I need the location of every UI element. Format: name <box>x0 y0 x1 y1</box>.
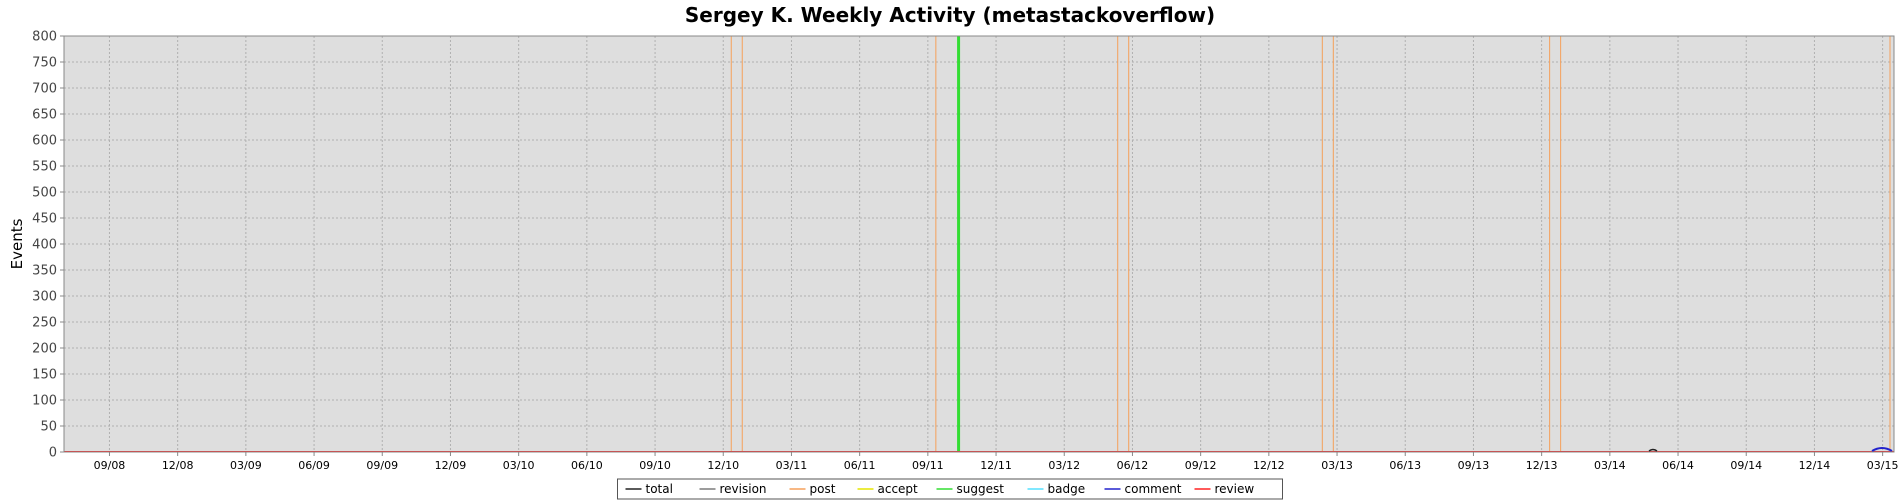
x-tick-label: 12/12 <box>1253 459 1285 472</box>
x-tick-label: 03/09 <box>230 459 262 472</box>
y-tick-label: 150 <box>32 368 57 383</box>
x-tick-label: 06/10 <box>571 459 603 472</box>
legend-label-review: review <box>1215 482 1255 496</box>
plot-area <box>64 36 1894 452</box>
x-tick-label: 03/11 <box>776 459 808 472</box>
x-tick-label: 06/14 <box>1662 459 1694 472</box>
y-tick-label: 100 <box>32 394 57 409</box>
y-tick-label: 250 <box>32 316 57 331</box>
legend-label-accept: accept <box>878 482 919 496</box>
x-tick-label: 09/11 <box>912 459 944 472</box>
chart-title: Sergey K. Weekly Activity (metastackover… <box>685 3 1215 27</box>
series-markers <box>730 36 1891 452</box>
legend-label-total: total <box>646 482 673 496</box>
x-tick-label: 09/12 <box>1185 459 1217 472</box>
y-tick-label: 500 <box>32 186 57 201</box>
y-axis-label: Events <box>8 218 26 269</box>
y-tick-label: 750 <box>32 56 57 71</box>
legend-label-post: post <box>810 482 836 496</box>
x-tick-label: 06/11 <box>844 459 876 472</box>
x-tick-label: 09/13 <box>1458 459 1490 472</box>
x-tick-label: 12/09 <box>435 459 467 472</box>
legend-label-revision: revision <box>720 482 767 496</box>
x-tick-label: 03/13 <box>1321 459 1353 472</box>
y-tick-label: 200 <box>32 342 57 357</box>
x-tick-label: 03/10 <box>503 459 535 472</box>
y-tick-label: 700 <box>32 82 57 97</box>
x-tick-label: 12/10 <box>707 459 739 472</box>
x-axis-ticks: 09/08 12/08 03/09 06/09 09/09 12/09 03/10 06/10… <box>94 452 1899 472</box>
legend-label-badge: badge <box>1048 482 1086 496</box>
x-tick-label: 03/12 <box>1048 459 1080 472</box>
y-axis-ticks: 0 50 100 150 200 250 300 350 400 450 500 550 600 650 7… <box>32 30 64 461</box>
total-series-bump <box>1648 448 1658 452</box>
y-tick-label: 650 <box>32 108 57 123</box>
x-tick-label: 09/14 <box>1730 459 1762 472</box>
y-tick-label: 450 <box>32 212 57 227</box>
y-tick-label: 300 <box>32 290 57 305</box>
x-tick-label: 06/12 <box>1117 459 1149 472</box>
legend-label-comment: comment <box>1125 482 1182 496</box>
x-tick-label: 06/13 <box>1389 459 1421 472</box>
x-tick-label: 09/08 <box>94 459 126 472</box>
x-tick-label: 12/08 <box>162 459 194 472</box>
y-tick-label: 50 <box>40 420 57 435</box>
x-tick-label: 12/13 <box>1526 459 1558 472</box>
x-tick-label: 03/15 <box>1867 459 1899 472</box>
y-tick-label: 350 <box>32 264 57 279</box>
x-tick-label: 06/09 <box>298 459 330 472</box>
x-tick-label: 12/11 <box>980 459 1012 472</box>
x-tick-label: 09/10 <box>639 459 671 472</box>
y-tick-label: 600 <box>32 134 57 149</box>
comment-series-bump <box>1871 447 1893 452</box>
y-tick-label: 0 <box>49 446 57 461</box>
x-tick-label: 03/14 <box>1594 459 1626 472</box>
y-tick-label: 550 <box>32 160 57 175</box>
x-tick-label: 09/09 <box>366 459 398 472</box>
legend: total revision post accept suggest badge comme… <box>617 478 1283 500</box>
y-tick-label: 800 <box>32 30 57 45</box>
y-tick-label: 400 <box>32 238 57 253</box>
x-tick-label: 12/14 <box>1799 459 1831 472</box>
legend-label-suggest: suggest <box>957 482 1005 496</box>
